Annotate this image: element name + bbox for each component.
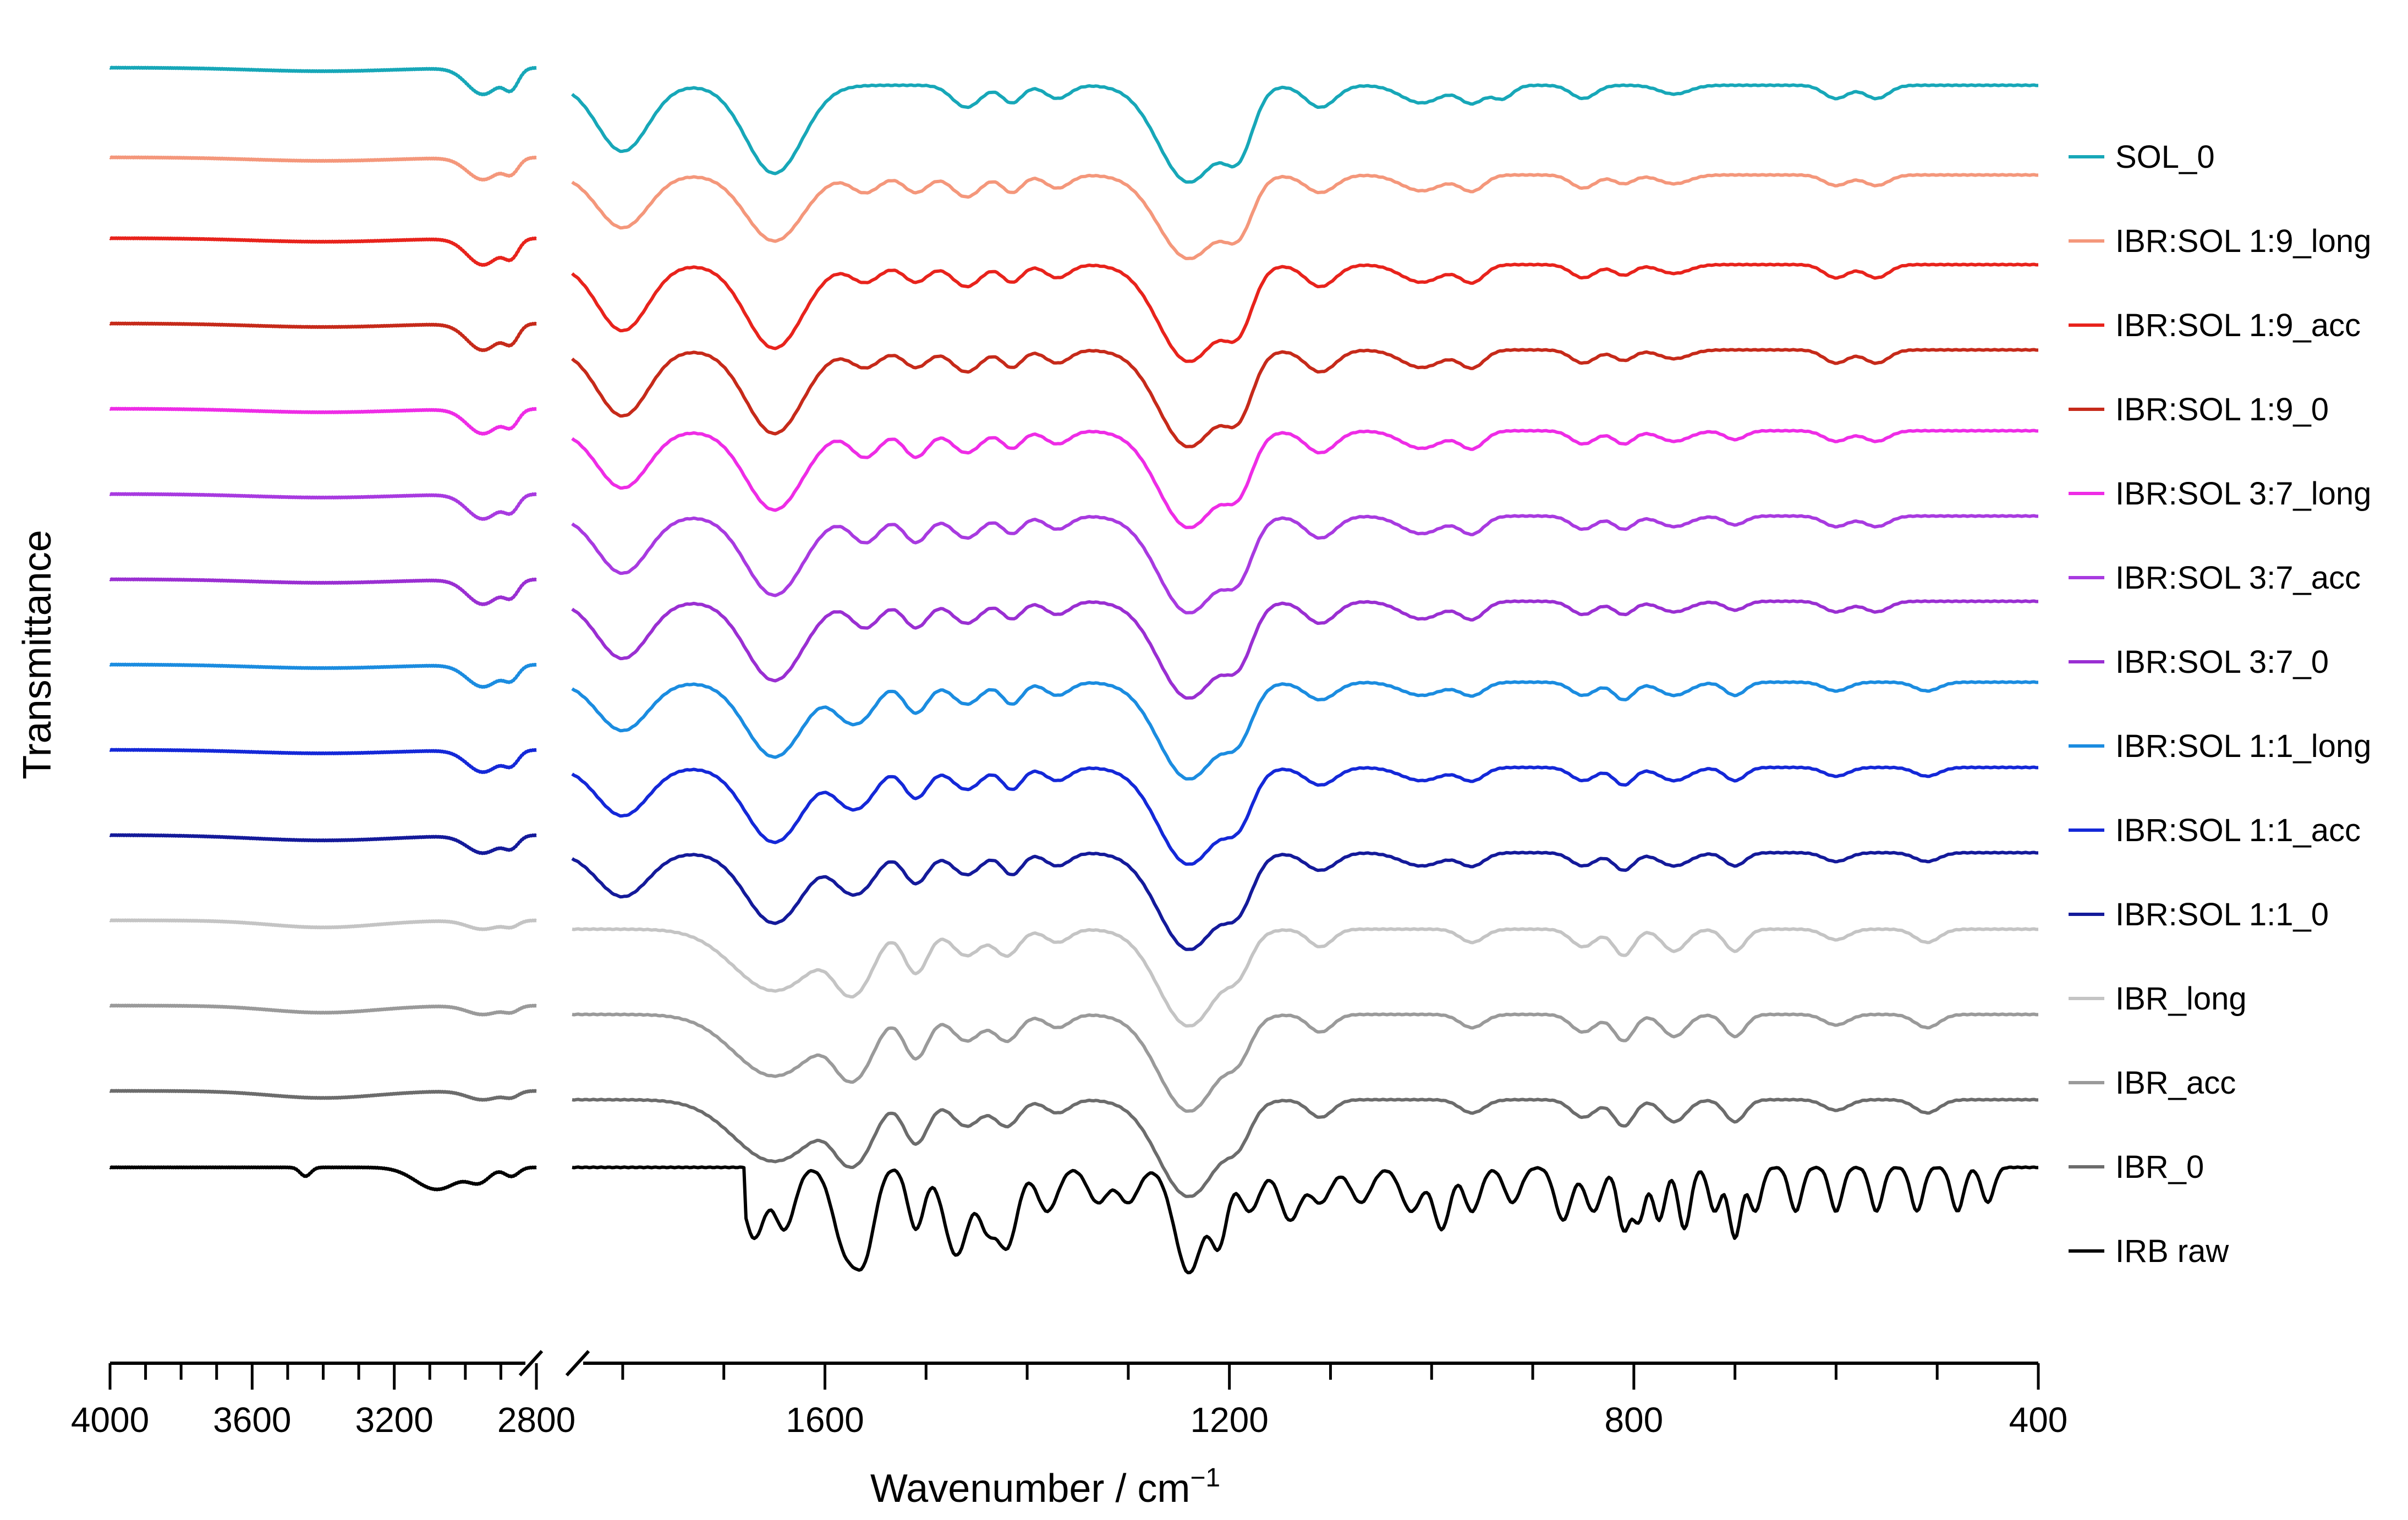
series-line-high: [109, 1003, 537, 1017]
series-line-high: [109, 155, 537, 182]
series-line-high: [109, 65, 537, 96]
series-8: [109, 748, 2038, 866]
legend-entry: IBR:SOL 3:7_0: [2069, 644, 2329, 680]
legend-label: IBR:SOL 3:7_0: [2115, 644, 2329, 680]
series-1: [109, 155, 2038, 260]
legend-entry: IBR_0: [2069, 1149, 2204, 1185]
series-line-high: [109, 577, 537, 606]
series-line-high: [109, 833, 537, 855]
legend-label: SOL_0: [2115, 139, 2215, 175]
legend-entry: SOL_0: [2069, 139, 2215, 175]
tick-label: 4000: [71, 1400, 149, 1440]
series-line-low: [571, 765, 2038, 866]
legend-entry: IBR:SOL 1:1_acc: [2069, 813, 2361, 848]
series-line-high: [109, 236, 537, 267]
tick-label: 1200: [1190, 1400, 1268, 1440]
legend-label: IBR:SOL 3:7_long: [2115, 476, 2371, 512]
series-3: [109, 321, 2038, 448]
tick-label: 400: [2009, 1400, 2068, 1440]
legend-entry: IBR:SOL 1:9_0: [2069, 392, 2329, 427]
series-13: [109, 1165, 2038, 1275]
legend-entry: IBR:SOL 1:9_long: [2069, 223, 2371, 259]
legend-entry: IBR:SOL 3:7_long: [2069, 476, 2371, 512]
x-axis-label-superscript: −1: [1190, 1463, 1220, 1492]
series-line-high: [109, 407, 537, 436]
legend-entry: IRB raw: [2069, 1233, 2229, 1269]
x-axis-label: Wavenumber / cm−1: [870, 1463, 1220, 1511]
tick-label: 1600: [786, 1400, 864, 1440]
legend-label: IBR_long: [2115, 981, 2247, 1017]
series-line-low: [571, 514, 2038, 614]
legend-entry: IBR:SOL 1:1_0: [2069, 897, 2329, 932]
series-0: [109, 65, 2038, 184]
series-line-low: [571, 262, 2038, 363]
legend-label: IBR_acc: [2115, 1065, 2236, 1101]
series-line-low: [571, 429, 2038, 529]
series-2: [109, 236, 2038, 363]
tick-label: 2800: [497, 1400, 575, 1440]
legend-label: IBR:SOL 1:9_acc: [2115, 308, 2361, 343]
series-line-high: [109, 748, 537, 774]
series-line-low: [571, 348, 2038, 448]
legend-label: IBR:SOL 1:9_0: [2115, 392, 2329, 427]
legend-entry: IBR:SOL 1:1_long: [2069, 728, 2371, 764]
series-line-low: [572, 1098, 2038, 1198]
axis-break-mark: [518, 1349, 544, 1377]
legend-label: IBR:SOL 1:1_acc: [2115, 813, 2361, 848]
legend-label: IBR:SOL 3:7_acc: [2115, 560, 2361, 596]
tick-label: 3600: [213, 1400, 291, 1440]
series-5: [109, 492, 2038, 614]
series-9: [109, 833, 2038, 951]
series-11: [109, 1003, 2038, 1113]
legend-label: IRB raw: [2115, 1233, 2229, 1269]
x-axis: 4000 3600 3200 2800 1600 1200 800 400: [71, 1349, 2068, 1440]
legend-entry: IBR_acc: [2069, 1065, 2236, 1101]
series-line-low: [571, 599, 2038, 700]
series-line-low: [572, 927, 2038, 1028]
legend-label: IBR:SOL 1:9_long: [2115, 223, 2371, 259]
tick-label: 3200: [355, 1400, 433, 1440]
x-axis-label-text: Wavenumber / cm: [870, 1467, 1190, 1511]
y-axis-label: Transmittance: [15, 530, 59, 779]
legend-label: IBR:SOL 1:1_0: [2115, 897, 2329, 932]
series-12: [109, 1089, 2038, 1198]
legend: SOL_0 IBR:SOL 1:9_long IBR:SOL 1:9_acc IBR:…: [2069, 139, 2371, 1269]
series-line-high: [109, 662, 537, 689]
series-line-high: [109, 321, 537, 352]
legend-entry: IBR:SOL 3:7_acc: [2069, 560, 2361, 596]
legend-label: IBR_0: [2115, 1149, 2204, 1185]
series-line-high: [109, 1165, 537, 1192]
series-line-high: [109, 492, 537, 521]
series-line-low: [571, 680, 2038, 781]
tick-label: 800: [1604, 1400, 1663, 1440]
series-line-high: [109, 1089, 537, 1102]
series-7: [109, 662, 2038, 781]
series-4: [109, 407, 2038, 529]
legend-entry: IBR_long: [2069, 981, 2247, 1017]
axis-break-mark: [565, 1349, 590, 1377]
legend-label: IBR:SOL 1:1_long: [2115, 728, 2371, 764]
spectrum-traces: [109, 65, 2038, 1275]
series-line-low: [571, 83, 2038, 184]
series-line-low: [571, 850, 2038, 951]
series-10: [109, 918, 2038, 1028]
series-line-high: [109, 918, 537, 931]
series-6: [109, 577, 2038, 700]
series-line-low: [572, 1165, 2038, 1275]
series-line-low: [572, 1012, 2038, 1113]
legend-entry: IBR:SOL 1:9_acc: [2069, 308, 2361, 343]
series-line-low: [571, 173, 2038, 260]
